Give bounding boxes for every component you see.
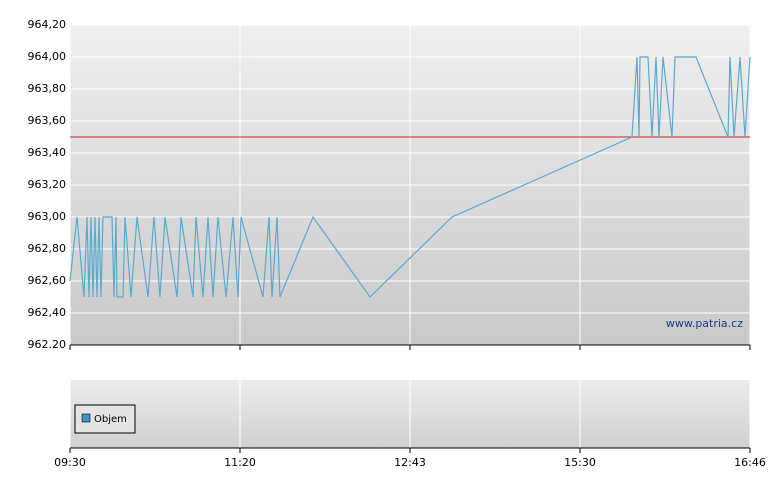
y-tick-label: 962.20 — [28, 338, 67, 351]
watermark: www.patria.cz — [666, 317, 743, 330]
x-tick-label: 11:20 — [224, 456, 256, 469]
y-tick-label: 963,60 — [28, 114, 67, 127]
legend-box — [74, 404, 136, 434]
y-tick-label: 962,80 — [28, 242, 67, 255]
legend-swatch — [81, 413, 91, 423]
y-tick-label: 964,20 — [28, 18, 67, 31]
y-tick-label: 963,80 — [28, 82, 67, 95]
x-tick-label: 09:30 — [54, 456, 86, 469]
legend-label: Objem — [94, 414, 127, 425]
y-tick-label: 962,60 — [28, 274, 67, 287]
x-tick-label: 16:46 — [734, 456, 766, 469]
y-tick-label: 963,00 — [28, 210, 67, 223]
y-tick-label: 964,00 — [28, 50, 67, 63]
x-tick-label: 12:43 — [394, 456, 426, 469]
y-tick-label: 963,20 — [28, 178, 67, 191]
y-tick-label: 963,40 — [28, 146, 67, 159]
x-tick-label: 15:30 — [564, 456, 596, 469]
price-line — [69, 56, 751, 298]
y-tick-label: 962,40 — [28, 306, 67, 319]
